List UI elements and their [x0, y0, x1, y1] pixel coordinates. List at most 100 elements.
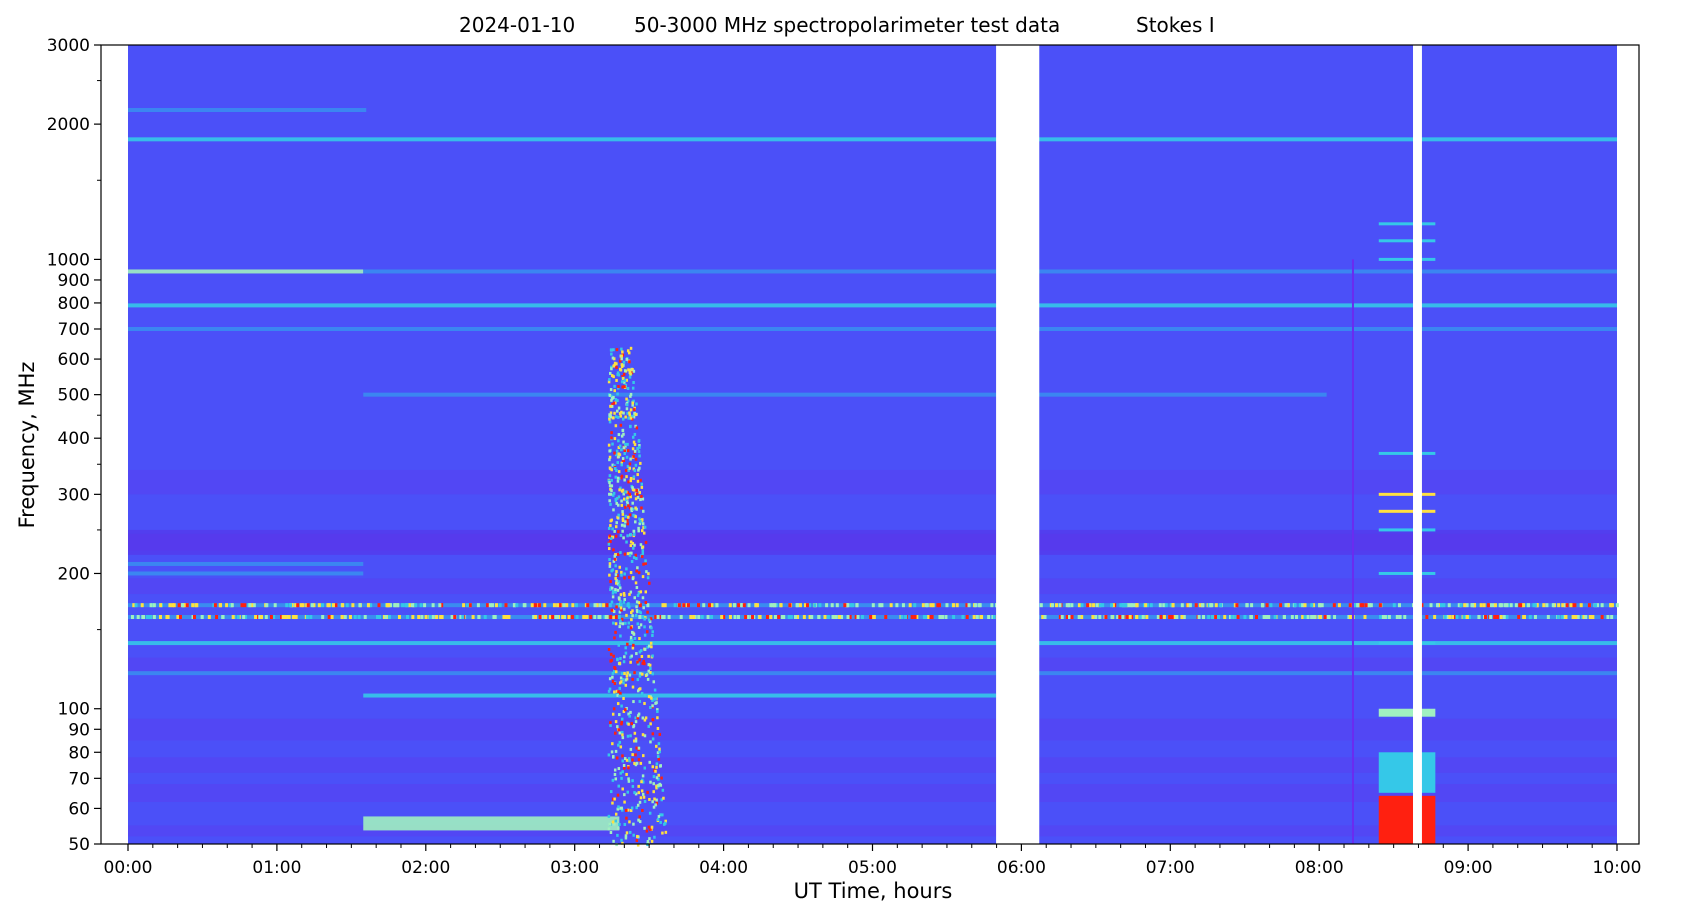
burst-pixel	[611, 595, 615, 599]
rfi-speckle	[309, 615, 313, 620]
burst-pixel	[632, 529, 636, 533]
rfi-speckle	[808, 603, 812, 608]
rfi-speckle	[1563, 603, 1567, 608]
rfi-speckle	[534, 603, 538, 608]
rfi-speckle	[796, 615, 800, 620]
burst-pixel	[615, 689, 619, 693]
burst-pixel	[609, 348, 613, 352]
burst-pixel	[625, 816, 628, 820]
burst-pixel	[631, 403, 634, 407]
burst-pixel	[641, 545, 645, 549]
burst-pixel	[614, 630, 617, 634]
vertical-artifact	[1351, 259, 1354, 845]
burst-pixel	[636, 479, 640, 483]
burst-pixel	[650, 825, 654, 829]
burst-pixel	[607, 542, 611, 546]
y-tick-label: 300	[58, 485, 90, 505]
rfi-speckle	[438, 603, 442, 608]
burst-pixel	[631, 447, 635, 451]
rfi-speckle	[1499, 603, 1503, 608]
burst-pixel	[616, 371, 620, 375]
burst-pixel	[639, 461, 642, 465]
burst-pixel	[616, 476, 620, 480]
burst-pixel	[620, 354, 623, 358]
rfi-speckle	[191, 603, 195, 608]
burst-pixel	[637, 784, 640, 788]
burst-pixel	[631, 677, 634, 681]
burst-pixel	[628, 592, 631, 596]
rfi-speckle	[1436, 603, 1440, 608]
burst-pixel	[612, 839, 615, 843]
rfi-speckle	[582, 615, 586, 620]
burst-pixel	[616, 807, 620, 811]
rfi-speckle	[1201, 603, 1205, 608]
rfi-speckle	[176, 615, 180, 620]
burst-pixel	[618, 586, 622, 590]
burst-pixel	[658, 747, 661, 751]
rfi-speckle	[833, 615, 837, 620]
burst-pixel	[638, 444, 641, 448]
burst-pixel	[630, 559, 634, 563]
rfi-speckle	[1267, 615, 1271, 620]
burst-pixel	[661, 813, 664, 817]
title-parameter: Stokes I	[1136, 13, 1215, 37]
rfi-speckle	[1610, 603, 1614, 608]
rfi-speckle	[1219, 603, 1223, 608]
rfi-speckle	[1493, 603, 1497, 608]
rfi-speckle	[132, 603, 136, 608]
burst-pixel	[610, 608, 614, 612]
burst-pixel	[633, 636, 637, 640]
y-tick-label: 600	[58, 350, 90, 370]
burst-pixel	[638, 650, 642, 654]
burst-pixel	[625, 357, 629, 361]
rfi-speckle	[720, 615, 724, 620]
burst-pixel	[620, 617, 624, 621]
burst-pixel	[631, 501, 634, 505]
rfi-speckle	[1467, 615, 1471, 620]
burst-pixel	[635, 557, 638, 561]
rfi-speckle	[834, 615, 838, 620]
y-tick-label: 700	[58, 320, 90, 340]
rfi-speckle	[598, 603, 602, 608]
rfi-speckle	[431, 603, 435, 608]
rfi-speckle	[789, 615, 793, 620]
burst-pixel	[651, 672, 654, 676]
burst-pixel	[629, 495, 632, 499]
rfi-speckle	[1149, 603, 1153, 608]
rfi-speckle	[1580, 615, 1584, 620]
rfi-speckle	[803, 603, 807, 608]
burst-pixel	[629, 626, 633, 630]
burst-pixel	[642, 509, 645, 513]
rfi-speckle	[1472, 603, 1476, 608]
rfi-speckle	[1301, 603, 1305, 608]
rfi-speckle	[287, 615, 291, 620]
burst-pixel	[607, 443, 611, 447]
x-tick-label: 04:00	[699, 858, 748, 878]
burst-pixel	[638, 610, 641, 614]
rfi-speckle	[310, 603, 314, 608]
rfi-speckle	[1493, 615, 1497, 620]
burst-pixel	[611, 397, 614, 401]
rfi-speckle	[260, 615, 264, 620]
rfi-speckle	[1041, 615, 1045, 620]
burst-pixel	[645, 829, 649, 833]
burst-pixel	[641, 596, 645, 600]
burst-pixel	[623, 757, 627, 761]
burst-pixel	[637, 468, 640, 472]
rfi-speckle	[536, 603, 540, 608]
rfi-speckle	[1168, 615, 1172, 620]
burst-pixel	[623, 478, 626, 482]
burst-pixel	[617, 373, 621, 377]
rfi-speckle	[471, 615, 475, 620]
burst-pixel	[626, 552, 630, 556]
rfi-speckle	[1465, 603, 1469, 608]
burst-pixel	[620, 357, 623, 361]
burst-pixel	[655, 798, 658, 802]
rfi-speckle	[477, 615, 481, 620]
burst-pixel	[641, 549, 645, 553]
rfi-speckle	[243, 615, 247, 620]
rfi-speckle	[401, 603, 405, 608]
burst-pixel	[616, 702, 620, 706]
burst-pixel	[634, 792, 638, 796]
burst-pixel	[631, 386, 635, 390]
